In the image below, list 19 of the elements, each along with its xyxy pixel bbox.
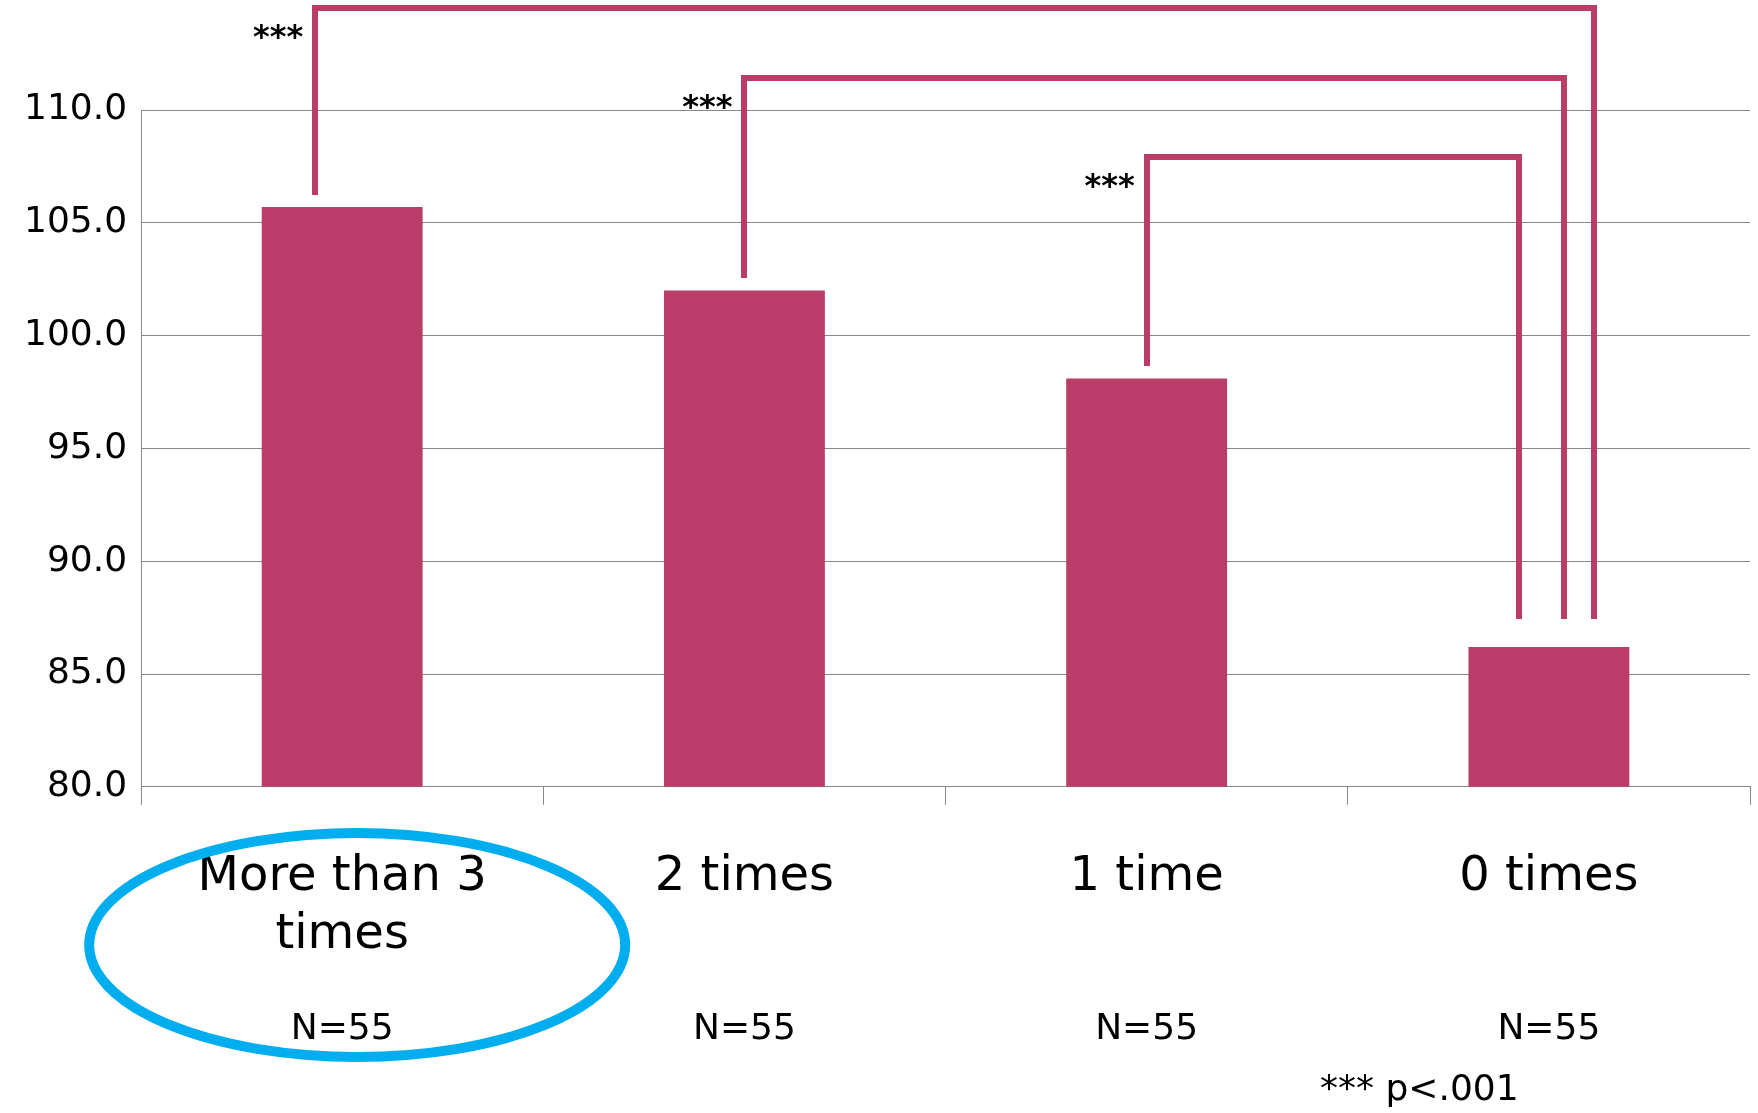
y-tick-label: 105.0 [24,199,128,241]
text: N=55 [692,1006,796,1048]
y-tick-label: 85.0 [46,650,128,692]
text: *** [252,16,304,55]
text: N=55 [1497,1006,1601,1048]
x-tick-label: 0 times [1459,845,1639,902]
y-tick-label: 80.0 [46,763,128,805]
y-tick-label: 95.0 [46,424,128,466]
x-tick-label: More than 3 times [197,845,487,959]
annotation: *** [1084,165,1135,204]
x-tick-label: 1 time [1069,845,1224,902]
text: *** p<.001 [1320,1067,1519,1108]
y-tick-label: 90.0 [46,537,128,579]
x-tick-label: 2 times [654,845,835,902]
text: N=55 [290,1006,394,1048]
annotation: *** [682,86,733,125]
text: N=55 [1095,1006,1199,1048]
y-tick-label: 110.0 [24,86,128,128]
y-tick-label: 100.0 [24,311,128,353]
